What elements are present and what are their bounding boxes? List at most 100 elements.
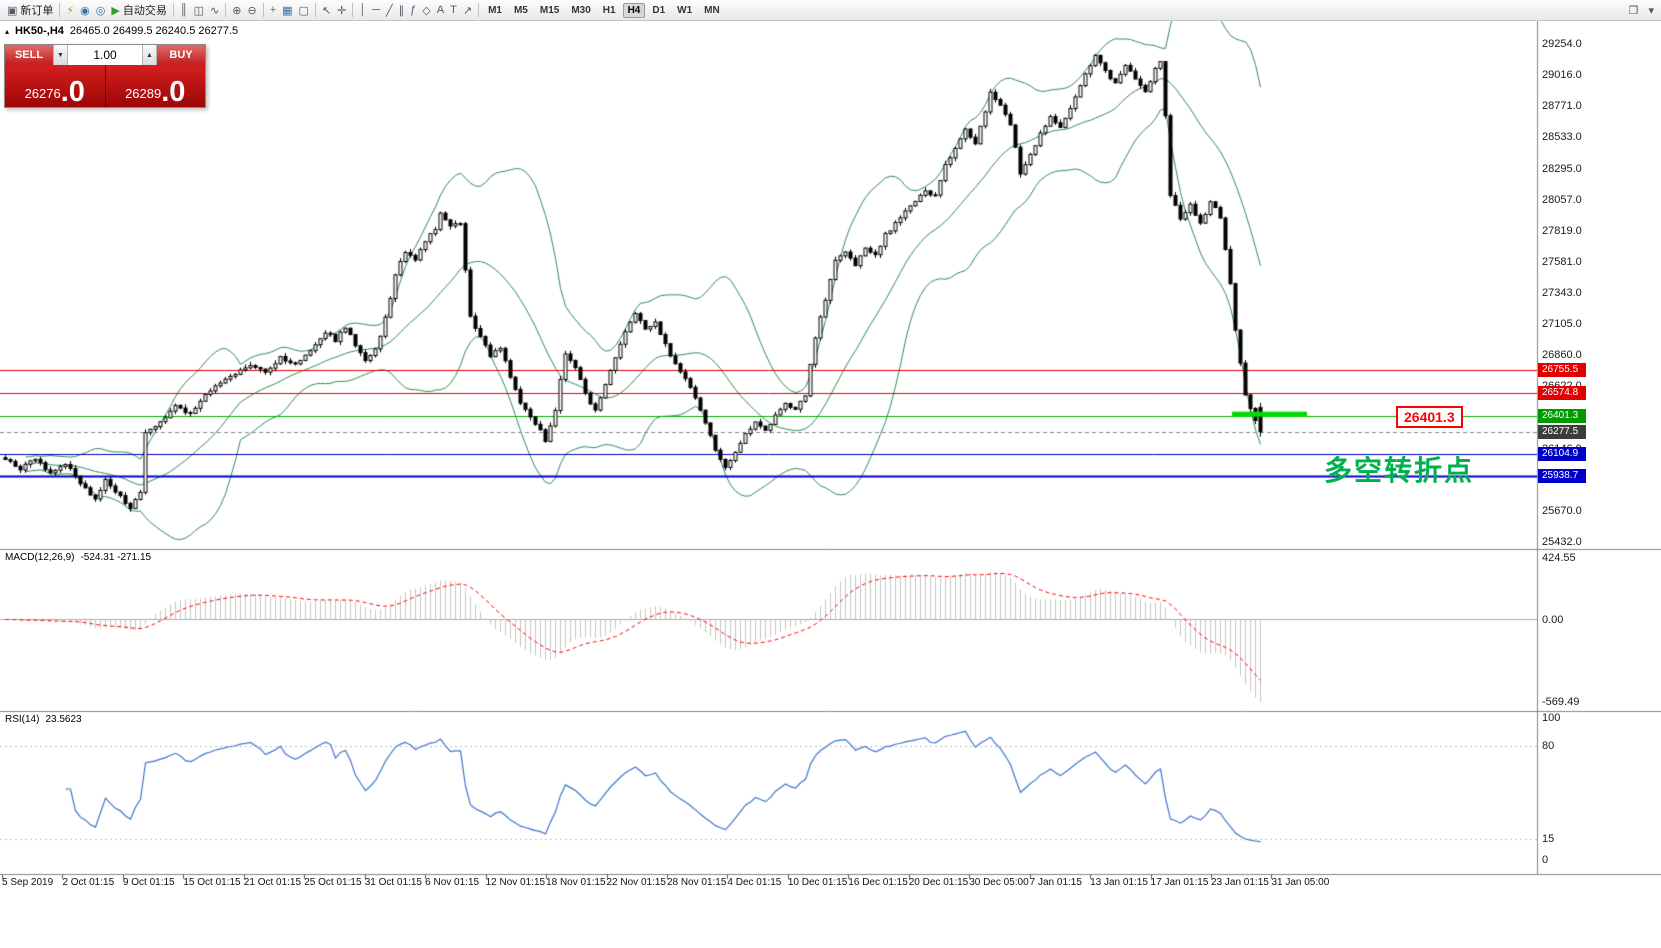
macd-name: MACD(12,26,9): [5, 552, 75, 563]
rsi-label: RSI(14) 23.5623: [5, 714, 82, 725]
tf-m5[interactable]: M5: [509, 3, 533, 18]
cursor-icon[interactable]: ↖: [319, 2, 334, 19]
buy-button[interactable]: BUY: [157, 45, 205, 65]
toolbar-separator: [172, 3, 174, 17]
volume-decrement-button[interactable]: ▼: [53, 45, 68, 65]
zoom-in-icon[interactable]: ⊕: [229, 2, 244, 19]
tf-mn[interactable]: MN: [699, 3, 725, 18]
candlestick-chart-icon: ◫: [193, 4, 205, 17]
label-icon[interactable]: T: [447, 2, 460, 19]
channel-icon[interactable]: ∥: [396, 2, 408, 19]
tf-m30-label: M30: [571, 4, 591, 16]
toolbar-separator: [478, 3, 480, 17]
new-order-button[interactable]: ▣ 新订单: [4, 2, 56, 19]
toolbar: ▣ 新订单 ⚡ ◉ ◎ ▶ 自动交易 ║ ◫ ∿ ⊕ ⊖ + ▦ ▢ ↖ ✛ │ ─ ╱ ∥ ƒ ◇ A T ↗ M1 M5 M15 M3…: [0, 0, 1661, 21]
ask-price-main: 26289: [125, 86, 162, 101]
tf-h4-label: H4: [627, 4, 641, 16]
bid-price-button[interactable]: 26276.0: [5, 65, 105, 107]
text-icon: A: [436, 4, 445, 16]
profile-icon[interactable]: ◉: [77, 2, 93, 19]
shapes-icon[interactable]: ◇: [419, 2, 433, 19]
profile-icon: ◉: [80, 4, 90, 17]
grid-icon: ▦: [282, 4, 293, 17]
arrow-tools-icon: ↗: [462, 4, 473, 17]
alerts-icon: ◎: [95, 4, 106, 17]
line-chart-icon: ∿: [210, 4, 220, 17]
macd-label: MACD(12,26,9) -524.31 -271.15: [5, 552, 151, 563]
price-callout[interactable]: 26401.3: [1396, 406, 1463, 428]
label-icon: T: [450, 4, 457, 16]
tf-d1[interactable]: D1: [647, 3, 670, 18]
one-click-trading-panel: SELL ▼ ▲ BUY 26276.0 26289.0: [4, 44, 206, 108]
lightning-icon: ⚡: [66, 4, 75, 17]
indicators-icon: +: [269, 4, 277, 16]
tf-m30[interactable]: M30: [566, 3, 595, 18]
tf-h4[interactable]: H4: [622, 2, 646, 18]
ask-price-button[interactable]: 26289.0: [105, 65, 205, 108]
symbol-marker-icon: ▴: [5, 26, 10, 36]
toolbar-left-group: ▣ 新订单 ⚡ ◉ ◎ ▶ 自动交易 ║ ◫ ∿ ⊕ ⊖ + ▦ ▢ ↖ ✛ │ ─ ╱ ∥ ƒ ◇ A T ↗ M1 M5 M15 M3…: [4, 0, 726, 20]
tf-w1-label: W1: [677, 4, 693, 16]
tile-windows-icon: ▢: [298, 4, 309, 17]
volume-input[interactable]: [68, 45, 142, 65]
new-order-button-label: 新订单: [20, 5, 54, 17]
tile-windows-icon[interactable]: ▢: [296, 2, 312, 19]
fibonacci-icon: ƒ: [410, 4, 417, 16]
text-icon[interactable]: A: [434, 2, 447, 19]
cursor-icon: ↖: [321, 4, 332, 17]
bar-chart-icon: ║: [179, 4, 188, 16]
vertical-line-icon[interactable]: │: [356, 2, 369, 19]
channel-icon: ∥: [398, 4, 405, 17]
toolbar-separator: [262, 3, 264, 17]
arrow-tools-icon[interactable]: ↗: [460, 2, 475, 19]
bid-price-main: 26276: [24, 86, 61, 101]
volume-increment-button[interactable]: ▲: [142, 45, 157, 65]
dropdown-icon[interactable]: ▾: [1645, 2, 1657, 19]
auto-trading-button[interactable]: ▶ 自动交易: [108, 2, 169, 19]
tf-m15[interactable]: M15: [535, 3, 564, 18]
tf-m1[interactable]: M1: [483, 3, 507, 18]
toolbar-separator: [314, 3, 316, 17]
annotation-text[interactable]: 多空转折点: [1324, 455, 1475, 486]
crosshair-icon[interactable]: ✛: [334, 2, 349, 19]
zoom-out-icon: ⊖: [247, 4, 257, 17]
tf-mn-label: MN: [704, 4, 720, 16]
ohlc-values: 26465.0 26499.5 26240.5 26277.5: [69, 25, 239, 37]
bid-price-fraction: .0: [60, 76, 85, 108]
new-chart-icon: ❐: [1628, 4, 1639, 17]
bar-chart-icon[interactable]: ║: [177, 2, 191, 19]
toolbar-separator: [59, 3, 61, 17]
zoom-out-icon[interactable]: ⊖: [244, 2, 259, 19]
tf-h1-label: H1: [602, 4, 616, 16]
dropdown-icon: ▾: [1648, 4, 1654, 17]
macd-values: -524.31 -271.15: [80, 552, 152, 563]
new-order-button-icon: ▣: [7, 4, 18, 17]
lightning-icon[interactable]: ⚡: [63, 2, 77, 19]
toolbar-separator: [225, 3, 227, 17]
ask-price-fraction: .0: [161, 76, 186, 108]
tf-m1-label: M1: [488, 4, 502, 16]
indicators-icon[interactable]: +: [267, 2, 279, 19]
alerts-icon[interactable]: ◎: [93, 2, 109, 19]
candlestick-chart-icon[interactable]: ◫: [191, 2, 207, 19]
line-chart-icon[interactable]: ∿: [207, 2, 222, 19]
horizontal-line-icon[interactable]: ─: [369, 2, 383, 19]
toolbar-separator: [352, 3, 354, 17]
auto-trading-button-icon: ▶: [111, 4, 120, 17]
tf-m5-label: M5: [513, 4, 528, 16]
fibonacci-icon[interactable]: ƒ: [407, 2, 419, 19]
grid-icon[interactable]: ▦: [279, 2, 295, 19]
zoom-in-icon: ⊕: [232, 4, 242, 17]
toolbar-right-group: ❐ ▾: [1626, 2, 1657, 19]
tf-h1[interactable]: H1: [598, 3, 621, 18]
trendline-icon[interactable]: ╱: [383, 2, 396, 19]
tf-d1-label: D1: [652, 4, 666, 16]
sell-button[interactable]: SELL: [5, 45, 53, 65]
shapes-icon: ◇: [422, 4, 431, 17]
symbol-period: HK50-,H4: [15, 25, 64, 37]
new-chart-icon[interactable]: ❐: [1626, 2, 1642, 19]
crosshair-icon: ✛: [337, 4, 347, 17]
tf-w1[interactable]: W1: [672, 3, 697, 18]
